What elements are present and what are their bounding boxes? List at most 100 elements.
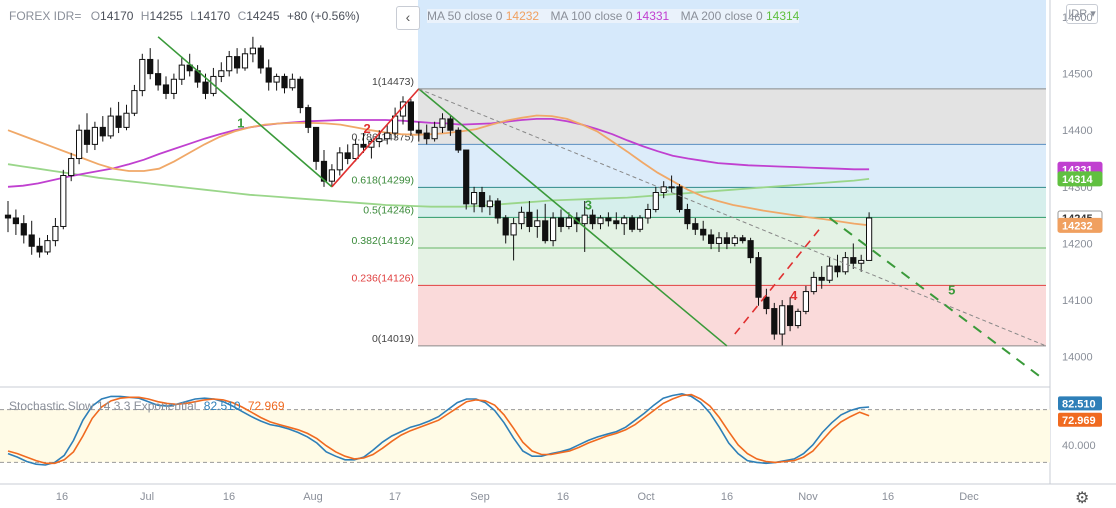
candle-body bbox=[826, 265, 833, 281]
fib-zone-gray bbox=[418, 88, 1046, 145]
candle-body bbox=[708, 234, 715, 244]
fib-zone-red bbox=[418, 285, 1046, 346]
candle-body bbox=[629, 217, 636, 230]
time-tick-label: Sep bbox=[470, 491, 490, 503]
candle-body bbox=[241, 53, 249, 69]
currency-button[interactable]: IDR ▾ bbox=[1066, 4, 1098, 24]
candle-body bbox=[20, 223, 27, 236]
candle-body bbox=[107, 115, 114, 137]
candle-body bbox=[12, 217, 19, 225]
stochastic-pill-label: 82.510 bbox=[1062, 398, 1096, 410]
candle-body bbox=[139, 58, 146, 92]
candle-body bbox=[660, 186, 667, 194]
candle-body bbox=[60, 175, 67, 227]
stochastic-pill-label: 72.969 bbox=[1062, 415, 1096, 427]
candle-body bbox=[478, 192, 486, 208]
time-tick-label: 16 bbox=[557, 491, 569, 503]
candle-body bbox=[581, 214, 588, 225]
candle-body bbox=[36, 245, 43, 253]
time-tick-label: 17 bbox=[389, 491, 401, 503]
candle-body bbox=[439, 118, 446, 128]
candle-body bbox=[652, 192, 659, 210]
candle-body bbox=[147, 58, 154, 75]
open-value: 14170 bbox=[100, 9, 134, 23]
wave-4-line bbox=[734, 225, 823, 335]
price-pill-label: 14232 bbox=[1062, 220, 1093, 232]
time-tick-label: Oct bbox=[637, 491, 654, 503]
candle-body bbox=[700, 228, 707, 236]
ma100-line bbox=[7, 118, 870, 188]
price-tick-label: 14400 bbox=[1062, 125, 1093, 137]
candle-body bbox=[328, 169, 335, 182]
time-tick-label: 16 bbox=[721, 491, 733, 503]
candle-body bbox=[787, 305, 794, 327]
candle-body bbox=[218, 70, 225, 77]
price-pill-label: 14314 bbox=[1062, 174, 1093, 186]
time-tick-label: 16 bbox=[223, 491, 235, 503]
candle-body bbox=[226, 56, 233, 72]
stochastic-pill bbox=[1058, 412, 1102, 427]
candle-body bbox=[313, 126, 320, 162]
candle-body bbox=[83, 129, 91, 145]
candle-body bbox=[510, 223, 517, 236]
ma200-label: MA 200 close 0 bbox=[680, 9, 763, 23]
price-pill bbox=[1057, 217, 1103, 233]
high-label: H bbox=[140, 9, 150, 23]
candle-body bbox=[407, 101, 414, 131]
candle-body bbox=[534, 220, 541, 227]
candle-body bbox=[273, 75, 280, 83]
wave-1-line bbox=[157, 36, 333, 188]
fib-zone-teal bbox=[418, 187, 1046, 218]
ohlc-legend: FOREX IDR= O14170 H14255 L14170 C14245 +… bbox=[9, 9, 360, 23]
candle-body bbox=[352, 143, 359, 160]
price-tick-label: 14100 bbox=[1062, 295, 1093, 307]
candle-body bbox=[265, 67, 272, 83]
price-tick-label: 14000 bbox=[1062, 352, 1093, 364]
fib-level-label: 0.236(14126) bbox=[352, 272, 414, 284]
candle-body bbox=[597, 217, 604, 225]
stochastic-tick-label: 40.000 bbox=[1062, 440, 1096, 452]
candle-body bbox=[281, 75, 288, 89]
candle-body bbox=[550, 217, 557, 242]
candle-body bbox=[779, 305, 786, 335]
close-label: C bbox=[237, 9, 247, 23]
candle-body bbox=[155, 73, 162, 86]
candle-body bbox=[755, 257, 762, 298]
candle-body bbox=[415, 129, 422, 134]
close-value: 14245 bbox=[246, 9, 280, 23]
candle-body bbox=[289, 78, 296, 89]
candle-body bbox=[526, 211, 533, 227]
gear-icon[interactable]: ⚙ bbox=[1075, 490, 1090, 507]
candle-body bbox=[866, 217, 873, 261]
candle-body bbox=[360, 143, 367, 148]
low-label: L bbox=[190, 9, 197, 23]
time-tick-label: Dec bbox=[959, 491, 979, 503]
wave-label-2: 2 bbox=[364, 121, 371, 136]
price-tick-label: 14200 bbox=[1062, 238, 1093, 250]
stochastic-series-k bbox=[7, 392, 870, 466]
candle-body bbox=[447, 118, 454, 131]
open-label: O bbox=[90, 9, 101, 23]
stochastic-series-d bbox=[7, 393, 870, 465]
candle-body bbox=[431, 126, 438, 140]
candle-body bbox=[692, 223, 699, 230]
collapse-legend-button[interactable]: ‹ bbox=[396, 6, 420, 30]
fib-level-label: 0.786(14375) bbox=[352, 131, 414, 143]
candle-body bbox=[28, 234, 35, 247]
fib-zone-green bbox=[418, 217, 1046, 286]
wave-5-projection bbox=[828, 217, 1041, 378]
wave-label-3: 3 bbox=[585, 197, 592, 212]
ma-legend: MA 50 close 0 14232 MA 100 close 0 14331… bbox=[427, 9, 800, 23]
price-pill bbox=[1057, 171, 1103, 187]
candle-body bbox=[494, 200, 501, 219]
candle-body bbox=[715, 237, 723, 244]
candle-body bbox=[320, 160, 328, 182]
fib-level-label: 0.618(14299) bbox=[352, 174, 414, 186]
candle-body bbox=[502, 217, 509, 236]
candle-body bbox=[684, 208, 691, 225]
candle-body bbox=[123, 112, 130, 128]
time-tick-label: Aug bbox=[303, 491, 323, 503]
candle-body bbox=[91, 126, 99, 145]
candle-body bbox=[68, 158, 75, 177]
